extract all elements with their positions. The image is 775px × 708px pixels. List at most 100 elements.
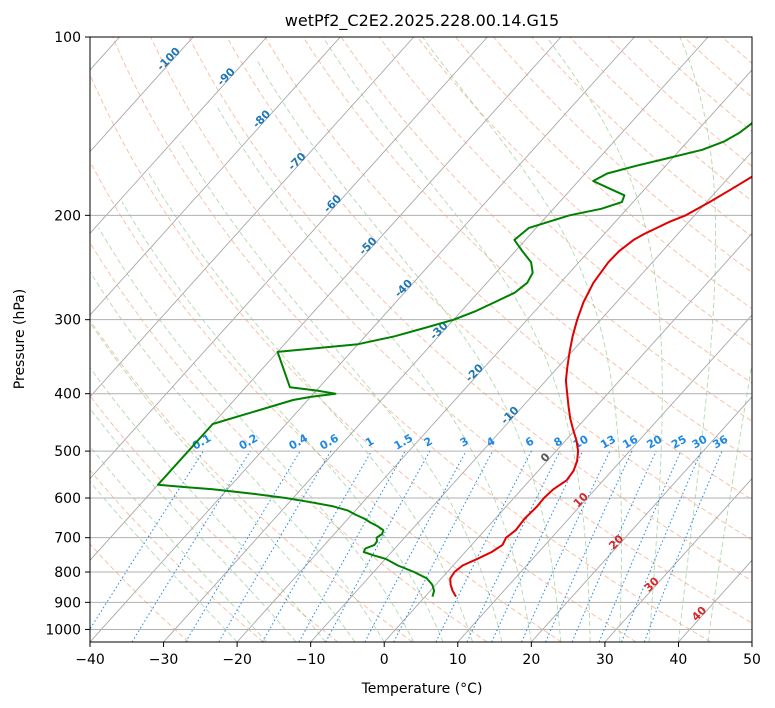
isotherm-line [90, 37, 415, 398]
isotherm-label: -80 [250, 107, 273, 130]
isotherm-label: 20 [606, 532, 626, 552]
dry-adiabat [569, 37, 752, 202]
mixing-ratio-line [435, 450, 532, 642]
x-tick-label: 30 [596, 652, 614, 668]
dry-adiabat [340, 37, 752, 422]
dry-adiabat [226, 37, 752, 541]
isotherm-label: -70 [285, 150, 308, 173]
moist-adiabat [215, 104, 532, 642]
dry-adiabat [90, 395, 339, 642]
isotherm-line [678, 559, 752, 642]
isotherm-line [90, 37, 268, 235]
mixing-ratio-label: 16 [620, 432, 640, 451]
y-tick-label: 600 [54, 491, 81, 507]
dry-adiabat [493, 37, 752, 273]
mixing-ratio-line [262, 450, 372, 642]
dry-adiabat [264, 37, 752, 501]
mixing-ratio-label: 2 [422, 435, 435, 450]
x-tick-label: 0 [380, 652, 389, 668]
mixing-ratio-line [298, 450, 406, 642]
dry-adiabat [417, 37, 752, 347]
isotherm-label: -40 [392, 277, 415, 300]
mixing-ratio-line [466, 450, 561, 642]
isotherm-line [530, 396, 752, 642]
x-tick-label: 10 [449, 652, 467, 668]
isotherm-line [751, 641, 752, 642]
isotherm-label: 40 [689, 604, 709, 624]
y-axis-title: Pressure (hPa) [12, 289, 28, 389]
isotherm-label: -50 [356, 234, 379, 257]
moist-adiabat [121, 201, 444, 642]
temperature-profile [449, 175, 752, 598]
isotherm-line [90, 37, 341, 316]
mixing-ratio-line [643, 450, 723, 642]
chart-title: wetPf2_C2E2.2025.228.00.14.G15 [285, 11, 559, 31]
dewpoint-profile [156, 121, 752, 597]
isotherm-label: -10 [498, 404, 521, 427]
x-tick-label: 50 [743, 652, 761, 668]
y-tick-label: 500 [54, 444, 81, 460]
dry-adiabat [150, 37, 752, 624]
y-tick-label: 300 [54, 313, 81, 329]
isotherm-label: -90 [215, 65, 238, 88]
isotherm-label: -60 [321, 192, 344, 215]
dry-adiabat [531, 37, 752, 238]
moist-adiabat [90, 481, 238, 642]
dry-adiabat [90, 241, 488, 642]
dry-adiabat [90, 543, 190, 642]
mixing-ratio-label: 3 [458, 435, 471, 450]
isotherm-label: 10 [571, 490, 591, 510]
mixing-ratio-line [90, 450, 204, 630]
dry-adiabat [90, 319, 413, 642]
plot-frame [89, 36, 753, 643]
x-tick-label: 40 [670, 652, 688, 668]
y-tick-label: 1000 [45, 622, 81, 638]
x-tick-label: 20 [522, 652, 540, 668]
y-tick-label: 200 [54, 208, 81, 224]
mixing-ratio-line [131, 450, 251, 642]
isotherm-label: -20 [463, 361, 486, 384]
isotherm-line [90, 37, 562, 561]
moist-adiabat [98, 227, 415, 642]
mixing-ratio-label: 13 [598, 433, 618, 452]
dry-adiabat [607, 37, 752, 167]
background-lines [90, 37, 752, 642]
mixing-ratio-line [325, 450, 431, 642]
moist-adiabat [90, 366, 326, 642]
mixing-ratio-label: 0.2 [237, 432, 260, 453]
moist-adiabat [546, 37, 663, 642]
mixing-ratio-line [545, 450, 633, 642]
mixing-ratio-line [393, 450, 494, 642]
moist-adiabat [90, 270, 385, 642]
moist-adiabat [322, 37, 591, 642]
isotherm-label: 30 [642, 574, 662, 594]
x-tick-label: −20 [222, 652, 252, 668]
moist-adiabat [257, 61, 562, 642]
y-tick-label: 400 [54, 387, 81, 403]
mixing-ratio-label: 0.6 [317, 431, 341, 452]
isotherm-line [90, 37, 635, 642]
isotherm-line [604, 477, 752, 642]
isotherm-label: -100 [154, 44, 183, 73]
isotherm-line [457, 314, 752, 642]
y-tick-label: 100 [54, 30, 81, 46]
mixing-ratio-line [364, 450, 467, 642]
isotherm-line [90, 37, 488, 480]
x-tick-label: −10 [296, 652, 326, 668]
dry-adiabat [645, 37, 752, 133]
moist-adiabat [90, 407, 297, 642]
isotherm-line [163, 37, 709, 642]
mixing-ratio-line [185, 450, 301, 642]
mixing-ratio-label: 0.4 [287, 431, 311, 452]
y-tick-label: 700 [54, 531, 81, 547]
dry-adiabat [90, 469, 264, 642]
isotherm-line [236, 69, 752, 642]
mixing-ratio-label: 8 [552, 435, 565, 450]
mixing-ratio-line [491, 450, 584, 642]
mixing-ratio-line [598, 450, 682, 642]
mixing-ratio-label: 1.5 [392, 432, 415, 453]
sounding-profiles [156, 121, 752, 598]
isotherm-line [90, 37, 194, 153]
mixing-ratio-label: 25 [669, 433, 689, 452]
